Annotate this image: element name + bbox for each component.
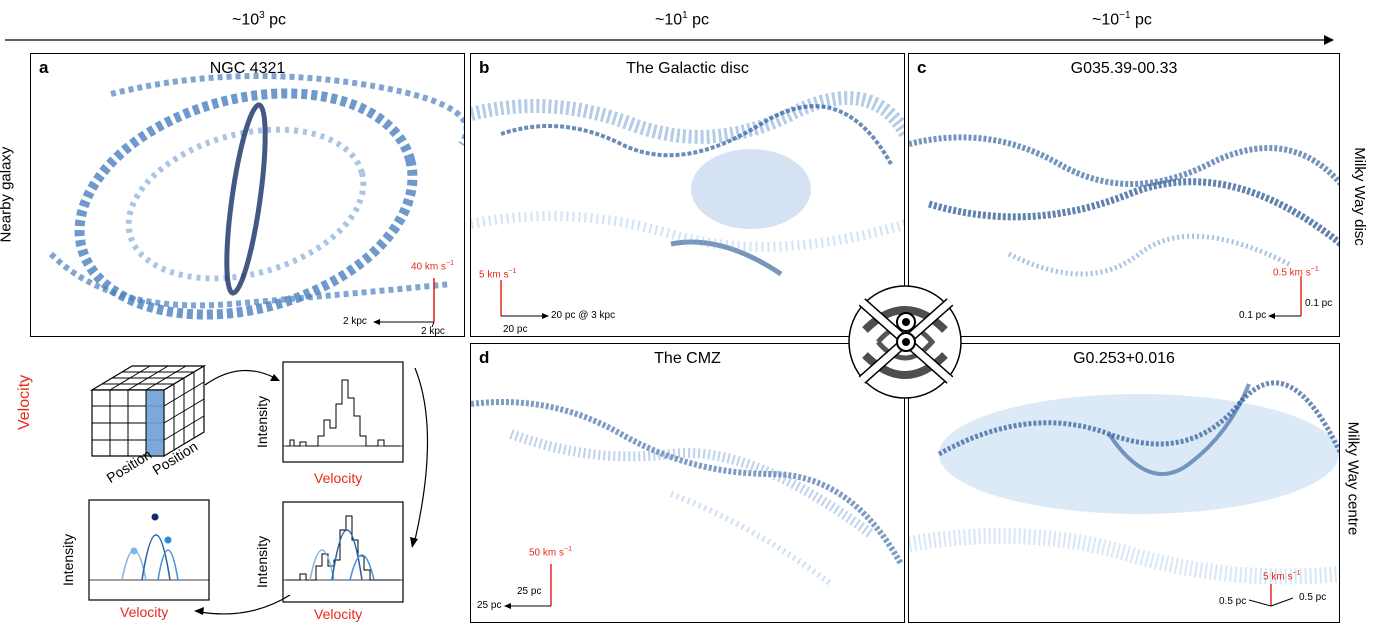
panel-d-image [471, 399, 904, 609]
panel-c-image [909, 134, 1339, 319]
panel-b-title: The Galactic disc [626, 60, 749, 77]
panel-b-hbar-label: 20 pc @ 3 kpc [551, 310, 616, 321]
panel-a: a NGC 4321 40 km s−1 2 kpc 2 kpc [30, 53, 465, 337]
panel-c-vbar-label: 0.1 pc [1305, 298, 1333, 309]
top-spectrum-velocity-label: Velocity [314, 470, 363, 486]
scale-label-left: ~103 pc [232, 10, 287, 29]
panel-b-vbar-label: 20 pc [503, 324, 528, 335]
cube-velocity-label: Velocity [16, 374, 33, 430]
panel-e-hbar-label: 0.5 pc [1219, 596, 1247, 607]
panel-d: d The CMZ 50 km s−1 25 pc 25 pc [470, 343, 905, 623]
top-spectrum-intensity-label: Intensity [254, 395, 270, 448]
scale-label-mid: ~101 pc [655, 10, 710, 29]
decomposed-intensity-label: Intensity [60, 533, 76, 586]
panel-a-vbar-label: 2 kpc [421, 326, 445, 337]
decomposed-velocity-label: Velocity [120, 604, 169, 620]
panel-e-velocity-bar-label: 5 km s−1 [1263, 570, 1301, 583]
panel-e-title: G0.253+0.016 [1073, 350, 1175, 367]
panel-b-image [471, 91, 904, 319]
panel-d-letter: d [479, 348, 490, 367]
fit-spectrum-velocity-label: Velocity [314, 606, 363, 622]
panel-e: e G0.253+0.016 5 km s−1 0.5 pc 0.5 pc [908, 343, 1340, 623]
panel-c-velocity-bar-label: 0.5 km s−1 [1273, 266, 1319, 279]
panel-d-velocity-bar-label: 50 km s−1 [529, 546, 572, 559]
panel-c-hbar-label: 0.1 pc [1239, 310, 1267, 321]
panel-e-image [909, 380, 1339, 607]
fit-spectrum-intensity-label: Intensity [254, 535, 270, 588]
panel-b: b The Galactic disc 5 km s−1 20 pc @ 3 k… [470, 53, 905, 337]
panel-c-title: G035.39-00.33 [1070, 60, 1178, 77]
panel-d-vbar-label: 25 pc [517, 586, 542, 597]
panel-a-image [48, 73, 464, 328]
panel-d-title: The CMZ [654, 350, 721, 367]
scale-label-right: ~10−1 pc [1092, 10, 1152, 29]
panel-e-vbar-label: 0.5 pc [1299, 592, 1327, 603]
panel-c: c G035.39-00.33 0.5 km s−1 0.1 pc 0.1 pc [908, 53, 1340, 337]
panel-b-letter: b [479, 58, 490, 77]
panel-a-velocity-bar-label: 40 km s−1 [411, 260, 454, 273]
panel-c-letter: c [917, 58, 927, 77]
panel-d-hbar-label: 25 pc [477, 600, 502, 611]
panel-b-velocity-bar-label: 5 km s−1 [479, 268, 517, 281]
panel-a-letter: a [39, 58, 49, 77]
panel-a-title: NGC 4321 [209, 60, 286, 77]
panel-a-hbar-label: 2 kpc [343, 316, 367, 327]
